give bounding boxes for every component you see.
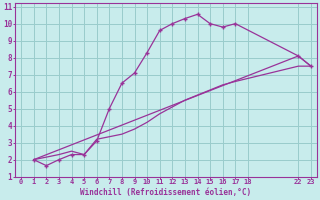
X-axis label: Windchill (Refroidissement éolien,°C): Windchill (Refroidissement éolien,°C) (80, 188, 252, 197)
